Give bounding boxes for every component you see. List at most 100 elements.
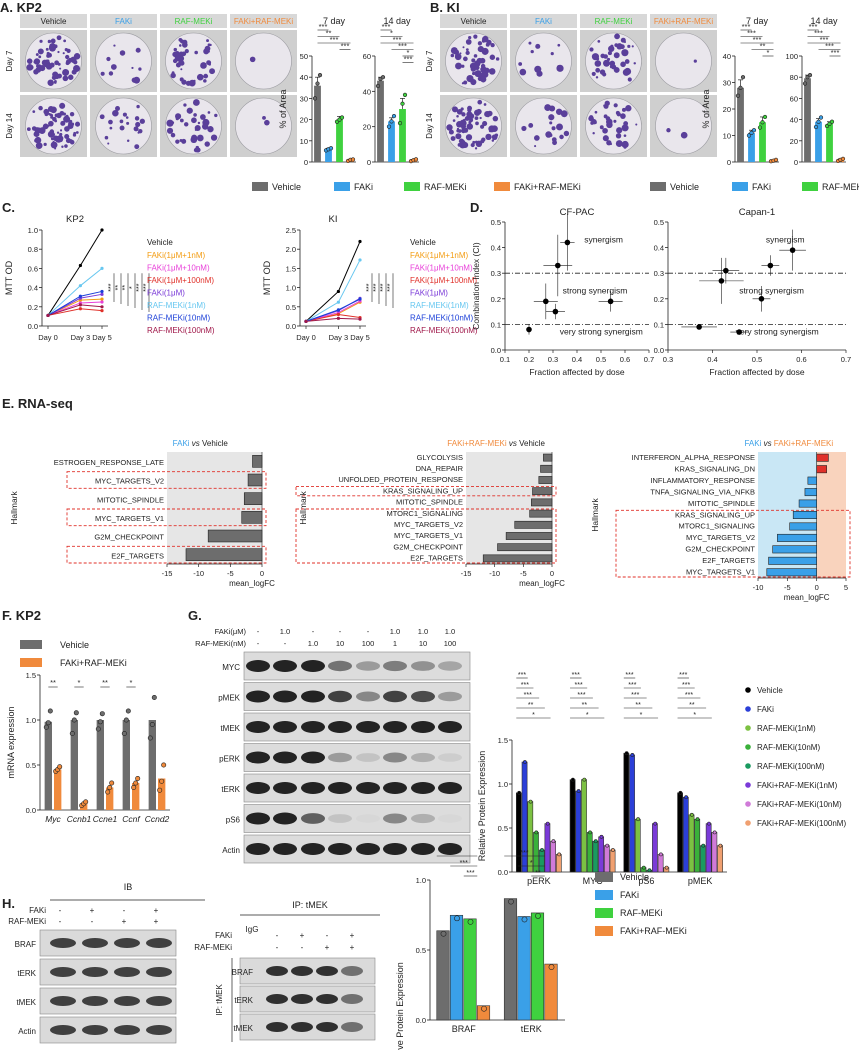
data-point — [664, 865, 669, 870]
lane-label: - — [59, 906, 62, 915]
legend-swatch — [334, 182, 350, 191]
colony — [50, 38, 56, 44]
y-axis-label: MTT OD — [4, 260, 14, 295]
colony — [190, 136, 198, 144]
data-point — [109, 780, 115, 786]
sig-label: *** — [809, 22, 818, 31]
y-tick-label: 100 — [785, 52, 798, 61]
colony — [194, 50, 198, 55]
y-tick-label: 0.5 — [286, 303, 296, 312]
legend-label: FAKi(1μM+100nM) — [410, 276, 477, 285]
colony — [462, 46, 465, 49]
blot-band — [273, 721, 297, 733]
colony — [693, 59, 697, 63]
blot-band — [328, 721, 352, 733]
data-point — [746, 133, 752, 138]
column-header: FAKi — [535, 17, 552, 26]
colony — [535, 43, 541, 49]
colony — [113, 44, 116, 47]
colony — [616, 112, 621, 117]
blot-band — [328, 690, 352, 703]
y-axis-label: Combination Index (CI) — [471, 242, 481, 330]
x-tick-label: 0.2 — [524, 355, 534, 364]
series-point — [304, 319, 308, 323]
y-tick-label: 50 — [300, 52, 308, 61]
chart-d-capan1: Capan-1 0.0 0.1 0.2 0.3 0.4 0.5 0.3 0.4 0.5 0.6 0.7… — [654, 207, 852, 377]
bar — [768, 556, 817, 565]
sig-label: ** — [50, 678, 56, 687]
colony — [589, 47, 594, 52]
well — [95, 32, 152, 90]
category-label: tERK — [521, 1024, 542, 1034]
lane-label: + — [122, 917, 127, 926]
lane-label: - — [276, 943, 279, 952]
bar — [777, 533, 817, 542]
x-tick-label: Day 0 — [296, 333, 316, 342]
category-label: MYC_TARGETS_V2 — [686, 533, 755, 542]
series-line — [305, 297, 361, 322]
colony — [49, 62, 55, 68]
blot-band — [246, 751, 270, 764]
series-point — [100, 292, 104, 296]
bar — [530, 912, 545, 1021]
category-label: UNFOLDED_PROTEIN_RESPONSE — [338, 475, 463, 484]
colony — [466, 123, 474, 130]
data-point — [818, 115, 824, 120]
bar — [538, 476, 553, 484]
chart-c-kp2: KP2 MTT OD 0.0 0.2 0.4 0.6 0.8 1.0 Day 0 Day 3 Day… — [4, 214, 150, 342]
well — [655, 97, 712, 155]
blot-band — [301, 721, 325, 733]
colony — [209, 68, 216, 75]
lane-label: + — [154, 917, 159, 926]
colony — [50, 137, 54, 141]
data-point — [43, 724, 49, 730]
chart-title: FAKi vs FAKi+RAF-MEKi — [744, 439, 833, 448]
colony — [608, 45, 615, 52]
colony — [450, 53, 455, 58]
row-header: RAF-MEKi — [194, 943, 232, 952]
colony — [50, 141, 58, 149]
category-label: KRAS_SIGNALING_DN — [675, 464, 755, 473]
y-tick-label: 0.4 — [28, 284, 38, 293]
y-tick-label: 0.0 — [28, 322, 38, 331]
sig-label: *** — [575, 682, 583, 689]
data-point — [149, 721, 155, 727]
bar — [815, 121, 822, 162]
bar — [532, 487, 553, 496]
y-tick-label: 20 — [790, 137, 798, 146]
x-tick-label: -15 — [162, 569, 173, 578]
sig-label: *** — [577, 692, 585, 699]
data-point — [551, 839, 556, 844]
blot-band — [328, 814, 352, 823]
title-part: Vehicle — [519, 439, 545, 448]
bar — [682, 796, 689, 873]
colony — [179, 44, 182, 47]
bar — [463, 918, 477, 1021]
legend-label: Vehicle — [620, 872, 649, 882]
title-part: FAKi+RAF-MEKi — [447, 439, 507, 448]
colony — [138, 67, 142, 71]
category-label: KRAS_SIGNALING_UP — [383, 486, 463, 495]
colony — [627, 44, 631, 48]
colony — [180, 68, 183, 71]
colony — [666, 128, 671, 133]
colony — [44, 112, 49, 117]
series-point — [100, 266, 104, 270]
data-point — [548, 964, 555, 970]
category-label: pMEK — [688, 876, 713, 886]
data-point — [350, 157, 356, 162]
data-point — [467, 918, 474, 925]
column-header: Vehicle — [41, 17, 67, 26]
series-point — [100, 297, 104, 301]
colony — [474, 70, 482, 78]
legend-label: FAKi+RAF-MEKi — [514, 182, 581, 192]
colony — [200, 114, 206, 120]
bar — [529, 509, 553, 518]
colony — [73, 64, 81, 73]
title-part: FAKi — [173, 439, 190, 448]
x-tick-label: 0 — [550, 569, 554, 578]
colony — [65, 54, 70, 60]
y-tick-label: 0.8 — [28, 245, 38, 254]
